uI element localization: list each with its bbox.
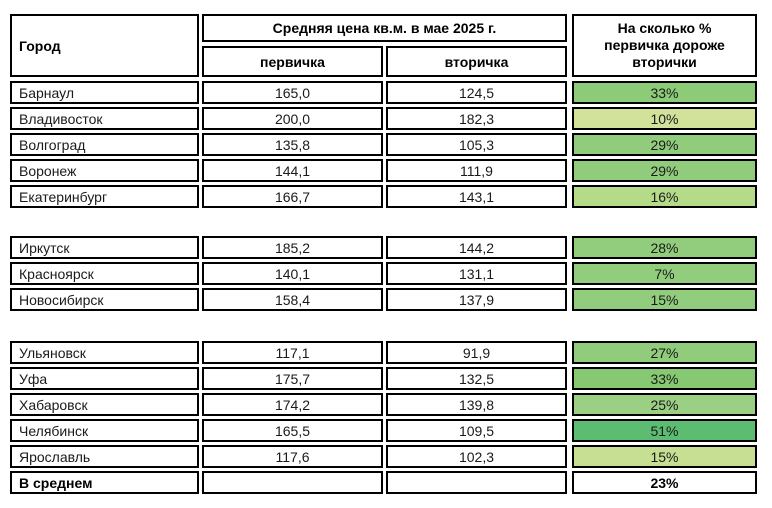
col-header-price-group: Средняя цена кв.м. в мае 2025 г. первичк… <box>202 14 567 77</box>
secondary-price-cell: 144,2 <box>386 236 567 259</box>
pct-diff-cell: 29% <box>572 133 757 156</box>
table-row: Екатеринбург 166,7 143,1 16% <box>10 185 757 208</box>
col-header-primary: первичка <box>202 46 383 77</box>
pct-diff-cell: 7% <box>572 262 757 285</box>
city-cell: Ульяновск <box>10 341 199 364</box>
city-cell: В среднем <box>10 471 199 494</box>
city-cell: Барнаул <box>10 81 199 104</box>
pct-diff-cell: 23% <box>572 471 757 494</box>
primary-price-cell: 117,6 <box>202 445 383 468</box>
secondary-price-cell: 109,5 <box>386 419 567 442</box>
table-row: Волгоград 135,8 105,3 29% <box>10 133 757 156</box>
city-cell: Челябинск <box>10 419 199 442</box>
primary-price-cell: 200,0 <box>202 107 383 130</box>
city-cell: Ярославль <box>10 445 199 468</box>
city-cell: Воронеж <box>10 159 199 182</box>
secondary-price-cell: 105,3 <box>386 133 567 156</box>
pct-diff-cell: 16% <box>572 185 757 208</box>
city-cell: Новосибирск <box>10 288 199 311</box>
secondary-price-cell: 137,9 <box>386 288 567 311</box>
table-row: Новосибирск 158,4 137,9 15% <box>10 288 757 311</box>
pct-diff-cell: 28% <box>572 236 757 259</box>
pct-diff-cell: 10% <box>572 107 757 130</box>
primary-price-cell: 174,2 <box>202 393 383 416</box>
table-row: Иркутск 185,2 144,2 28% <box>10 236 757 259</box>
city-cell: Екатеринбург <box>10 185 199 208</box>
primary-price-cell: 144,1 <box>202 159 383 182</box>
col-header-avg-price: Средняя цена кв.м. в мае 2025 г. <box>202 14 567 42</box>
pct-diff-cell: 27% <box>572 341 757 364</box>
pct-diff-cell: 51% <box>572 419 757 442</box>
table-row: Барнаул 165,0 124,5 33% <box>10 81 757 104</box>
primary-price-cell <box>202 471 383 494</box>
primary-price-cell: 185,2 <box>202 236 383 259</box>
city-cell: Владивосток <box>10 107 199 130</box>
pct-diff-cell: 15% <box>572 445 757 468</box>
city-cell: Уфа <box>10 367 199 390</box>
secondary-price-cell: 131,1 <box>386 262 567 285</box>
primary-price-cell: 175,7 <box>202 367 383 390</box>
primary-price-cell: 166,7 <box>202 185 383 208</box>
secondary-price-cell: 132,5 <box>386 367 567 390</box>
secondary-price-cell <box>386 471 567 494</box>
table-row: Уфа 175,7 132,5 33% <box>10 367 757 390</box>
pct-diff-cell: 25% <box>572 393 757 416</box>
secondary-price-cell: 124,5 <box>386 81 567 104</box>
secondary-price-cell: 139,8 <box>386 393 567 416</box>
secondary-price-cell: 111,9 <box>386 159 567 182</box>
primary-price-cell: 140,1 <box>202 262 383 285</box>
city-cell: Иркутск <box>10 236 199 259</box>
pct-diff-cell: 29% <box>572 159 757 182</box>
primary-price-cell: 165,5 <box>202 419 383 442</box>
table-row: Воронеж 144,1 111,9 29% <box>10 159 757 182</box>
secondary-price-cell: 102,3 <box>386 445 567 468</box>
secondary-price-cell: 91,9 <box>386 341 567 364</box>
secondary-price-cell: 143,1 <box>386 185 567 208</box>
primary-price-cell: 135,8 <box>202 133 383 156</box>
table-row: Челябинск 165,5 109,5 51% <box>10 419 757 442</box>
primary-price-cell: 117,1 <box>202 341 383 364</box>
city-cell: Красноярск <box>10 262 199 285</box>
pct-diff-cell: 33% <box>572 367 757 390</box>
col-header-secondary: вторичка <box>386 46 567 77</box>
price-comparison-table: Город Средняя цена кв.м. в мае 2025 г. п… <box>10 14 757 497</box>
pct-diff-cell: 15% <box>572 288 757 311</box>
primary-price-cell: 158,4 <box>202 288 383 311</box>
table-row: Хабаровск 174,2 139,8 25% <box>10 393 757 416</box>
col-header-pct-diff: На сколько % первичка дороже вторички <box>572 14 757 77</box>
table-row: Красноярск 140,1 131,1 7% <box>10 262 757 285</box>
table-row: Владивосток 200,0 182,3 10% <box>10 107 757 130</box>
pct-diff-cell: 33% <box>572 81 757 104</box>
table-row: Ульяновск 117,1 91,9 27% <box>10 341 757 364</box>
table-row: Ярославль 117,6 102,3 15% <box>10 445 757 468</box>
table-header: Город Средняя цена кв.м. в мае 2025 г. п… <box>10 14 757 77</box>
table-row-average: В среднем 23% <box>10 471 757 494</box>
secondary-price-cell: 182,3 <box>386 107 567 130</box>
primary-price-cell: 165,0 <box>202 81 383 104</box>
col-header-city: Город <box>10 14 199 77</box>
city-cell: Хабаровск <box>10 393 199 416</box>
city-cell: Волгоград <box>10 133 199 156</box>
